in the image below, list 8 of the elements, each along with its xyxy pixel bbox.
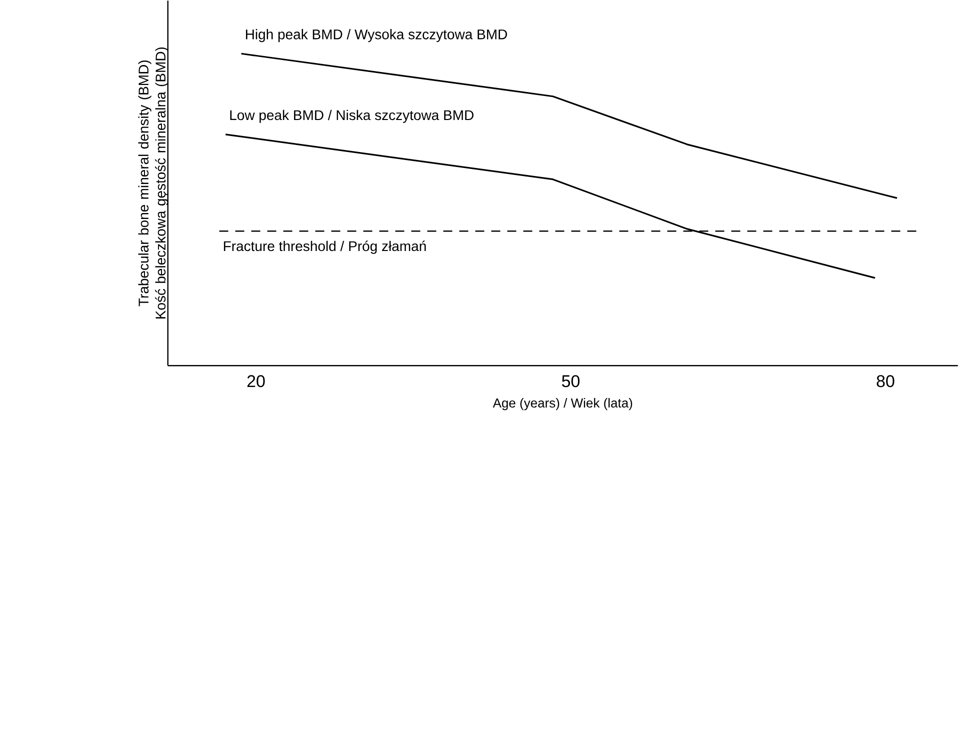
x-tick-label: 20 (247, 375, 265, 388)
y-axis-title: Trabecular bone mineral density (BMD) Kość beleczkowa gęstość mineralna (BMD) (138, 48, 168, 319)
x-axis-title: Age (years) / Wiek (lata) (492, 398, 632, 410)
series-label: Low peak BMD / Niska szczytowa BMD (230, 110, 474, 124)
ref-line-label: Fracture threshold / Próg złamań (224, 240, 426, 254)
x-tick-label: 50 (562, 375, 580, 388)
series-label: High peak BMD / Wysoka szczytowa BMD (246, 29, 507, 42)
x-tick-label: 80 (876, 375, 894, 388)
